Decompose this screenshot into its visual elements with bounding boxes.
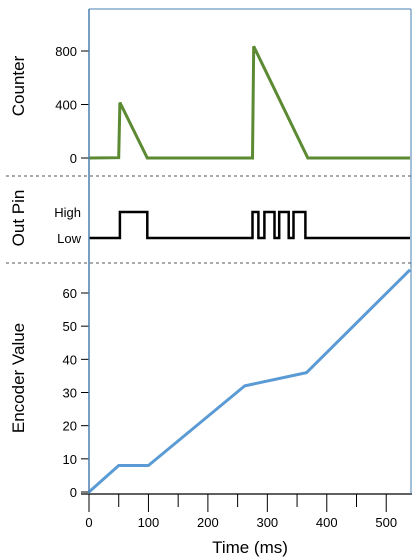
x-axis-title: Time (ms) bbox=[212, 538, 288, 557]
x-tick-label: 0 bbox=[85, 515, 92, 530]
encoder-series-line bbox=[89, 270, 410, 492]
counter-series-line bbox=[89, 46, 410, 158]
x-tick-label: 400 bbox=[316, 515, 338, 530]
x-tick-label: 200 bbox=[197, 515, 219, 530]
y-tick-label: 40 bbox=[63, 352, 77, 367]
y-tick-label: 0 bbox=[70, 151, 77, 166]
counter-panel: 0 400 800 Counter bbox=[9, 44, 410, 166]
y-tick-label: 10 bbox=[63, 452, 77, 467]
y-tick-label: 60 bbox=[63, 286, 77, 301]
y-tick-label: 0 bbox=[70, 485, 77, 500]
x-tick-label: 300 bbox=[256, 515, 278, 530]
y-tick-label: 400 bbox=[55, 98, 77, 113]
out-pin-panel: Low High Out Pin bbox=[9, 190, 410, 247]
y-axis-title: Out Pin bbox=[9, 190, 28, 247]
y-tick-label: 20 bbox=[63, 419, 77, 434]
y-tick-label: Low bbox=[57, 231, 81, 246]
y-tick-label: 50 bbox=[63, 319, 77, 334]
y-axis-title: Encoder Value bbox=[9, 323, 28, 433]
y-tick-label: High bbox=[54, 205, 81, 220]
y-tick-label: 800 bbox=[55, 44, 77, 59]
x-tick-label: 100 bbox=[138, 515, 160, 530]
y-axis-title: Counter bbox=[9, 55, 28, 116]
y-tick-label: 30 bbox=[63, 386, 77, 401]
x-tick-label: 500 bbox=[375, 515, 397, 530]
out-pin-series-line bbox=[89, 212, 410, 238]
encoder-panel: 0 10 20 30 40 50 60 Encoder Value 0 100 200 300 400 5… bbox=[9, 270, 412, 557]
